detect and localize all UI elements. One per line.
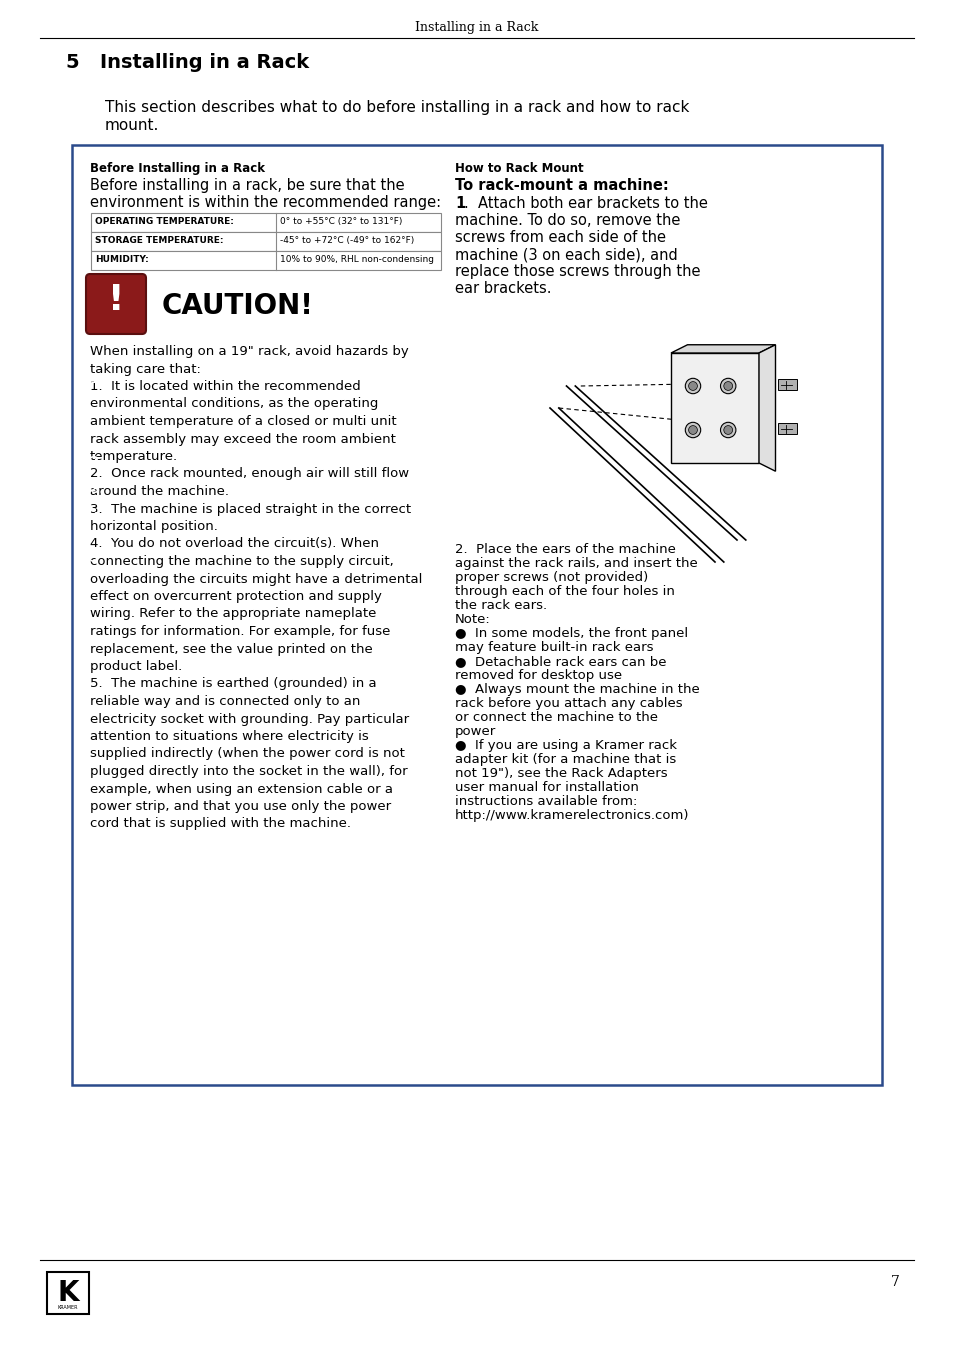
Polygon shape xyxy=(759,345,775,471)
Text: 2.: 2. xyxy=(90,455,104,468)
Text: machine (3 on each side), and: machine (3 on each side), and xyxy=(455,246,677,263)
Circle shape xyxy=(723,382,732,390)
Bar xyxy=(777,379,797,390)
Text: HUMIDITY:: HUMIDITY: xyxy=(95,255,149,264)
Text: against the rack rails, and insert the: against the rack rails, and insert the xyxy=(455,556,697,570)
Text: CAUTION!: CAUTION! xyxy=(162,292,314,320)
Bar xyxy=(777,424,797,435)
Polygon shape xyxy=(670,353,759,463)
Polygon shape xyxy=(670,345,775,353)
Text: ear brackets.: ear brackets. xyxy=(455,282,551,297)
Text: OPERATING TEMPERATURE:: OPERATING TEMPERATURE: xyxy=(95,217,233,226)
Text: replace those screws through the: replace those screws through the xyxy=(455,264,700,279)
Text: 1: 1 xyxy=(455,196,465,211)
Text: -45° to +72°C (-49° to 162°F): -45° to +72°C (-49° to 162°F) xyxy=(280,236,414,245)
Text: or connect the machine to the: or connect the machine to the xyxy=(455,711,658,724)
Text: machine. To do so, remove the: machine. To do so, remove the xyxy=(455,213,679,227)
Text: 5: 5 xyxy=(65,53,78,72)
Bar xyxy=(47,1271,89,1313)
FancyBboxPatch shape xyxy=(86,274,146,334)
Text: adapter kit (for a machine that is: adapter kit (for a machine that is xyxy=(455,753,676,766)
Text: power: power xyxy=(455,724,496,738)
Bar xyxy=(91,213,440,232)
Text: !: ! xyxy=(108,283,124,317)
Text: Installing in a Rack: Installing in a Rack xyxy=(415,22,538,34)
Circle shape xyxy=(688,425,697,435)
Text: To rack-mount a machine:: To rack-mount a machine: xyxy=(455,177,668,194)
Text: .  Attach both ear brackets to the: . Attach both ear brackets to the xyxy=(463,196,707,211)
Text: environment is within the recommended range:: environment is within the recommended ra… xyxy=(90,195,440,210)
Text: 7: 7 xyxy=(890,1275,899,1289)
Text: 1.: 1. xyxy=(90,372,104,386)
Text: ●  If you are using a Kramer rack: ● If you are using a Kramer rack xyxy=(455,739,677,751)
Text: 10% to 90%, RHL non-condensing: 10% to 90%, RHL non-condensing xyxy=(280,255,434,264)
Text: user manual for installation: user manual for installation xyxy=(455,781,639,793)
Circle shape xyxy=(684,422,700,437)
Text: 5.: 5. xyxy=(90,552,104,565)
Circle shape xyxy=(720,422,735,437)
Text: K: K xyxy=(57,1280,79,1307)
Text: 3.: 3. xyxy=(90,483,104,496)
Text: Note:: Note: xyxy=(455,613,490,626)
Text: instructions available from:: instructions available from: xyxy=(455,795,637,808)
Text: proper screws (not provided): proper screws (not provided) xyxy=(455,571,648,584)
Text: ●  Detachable rack ears can be: ● Detachable rack ears can be xyxy=(455,655,666,668)
Circle shape xyxy=(684,378,700,394)
Text: the rack ears.: the rack ears. xyxy=(455,598,547,612)
Text: ●  In some models, the front panel: ● In some models, the front panel xyxy=(455,627,687,640)
Text: 4.: 4. xyxy=(90,510,104,524)
Text: Installing in a Rack: Installing in a Rack xyxy=(100,53,309,72)
Text: KRAMER: KRAMER xyxy=(58,1305,78,1311)
Text: mount.: mount. xyxy=(105,118,159,133)
Text: ●  Always mount the machine in the: ● Always mount the machine in the xyxy=(455,682,699,696)
Text: STORAGE TEMPERATURE:: STORAGE TEMPERATURE: xyxy=(95,236,223,245)
Circle shape xyxy=(723,425,732,435)
Text: screws from each side of the: screws from each side of the xyxy=(455,230,665,245)
Bar xyxy=(91,232,440,250)
Text: 0° to +55°C (32° to 131°F): 0° to +55°C (32° to 131°F) xyxy=(280,217,402,226)
Text: not 19"), see the Rack Adapters: not 19"), see the Rack Adapters xyxy=(455,766,667,780)
Text: Before Installing in a Rack: Before Installing in a Rack xyxy=(90,162,265,175)
Text: How to Rack Mount: How to Rack Mount xyxy=(455,162,583,175)
Text: This section describes what to do before installing in a rack and how to rack: This section describes what to do before… xyxy=(105,100,689,115)
Circle shape xyxy=(720,378,735,394)
Text: through each of the four holes in: through each of the four holes in xyxy=(455,585,674,598)
Circle shape xyxy=(688,382,697,390)
Text: http://www.kramerelectronics.com): http://www.kramerelectronics.com) xyxy=(455,808,689,822)
Text: When installing on a 19" rack, avoid hazards by
taking care that:
1.  It is loca: When installing on a 19" rack, avoid haz… xyxy=(90,345,422,830)
Text: may feature built-in rack ears: may feature built-in rack ears xyxy=(455,640,653,654)
Text: removed for desktop use: removed for desktop use xyxy=(455,669,621,682)
Bar xyxy=(91,250,440,269)
Text: Before installing in a rack, be sure that the: Before installing in a rack, be sure tha… xyxy=(90,177,404,194)
Text: 2.  Place the ears of the machine: 2. Place the ears of the machine xyxy=(455,543,675,556)
Bar xyxy=(71,145,882,1085)
Text: rack before you attach any cables: rack before you attach any cables xyxy=(455,697,682,709)
